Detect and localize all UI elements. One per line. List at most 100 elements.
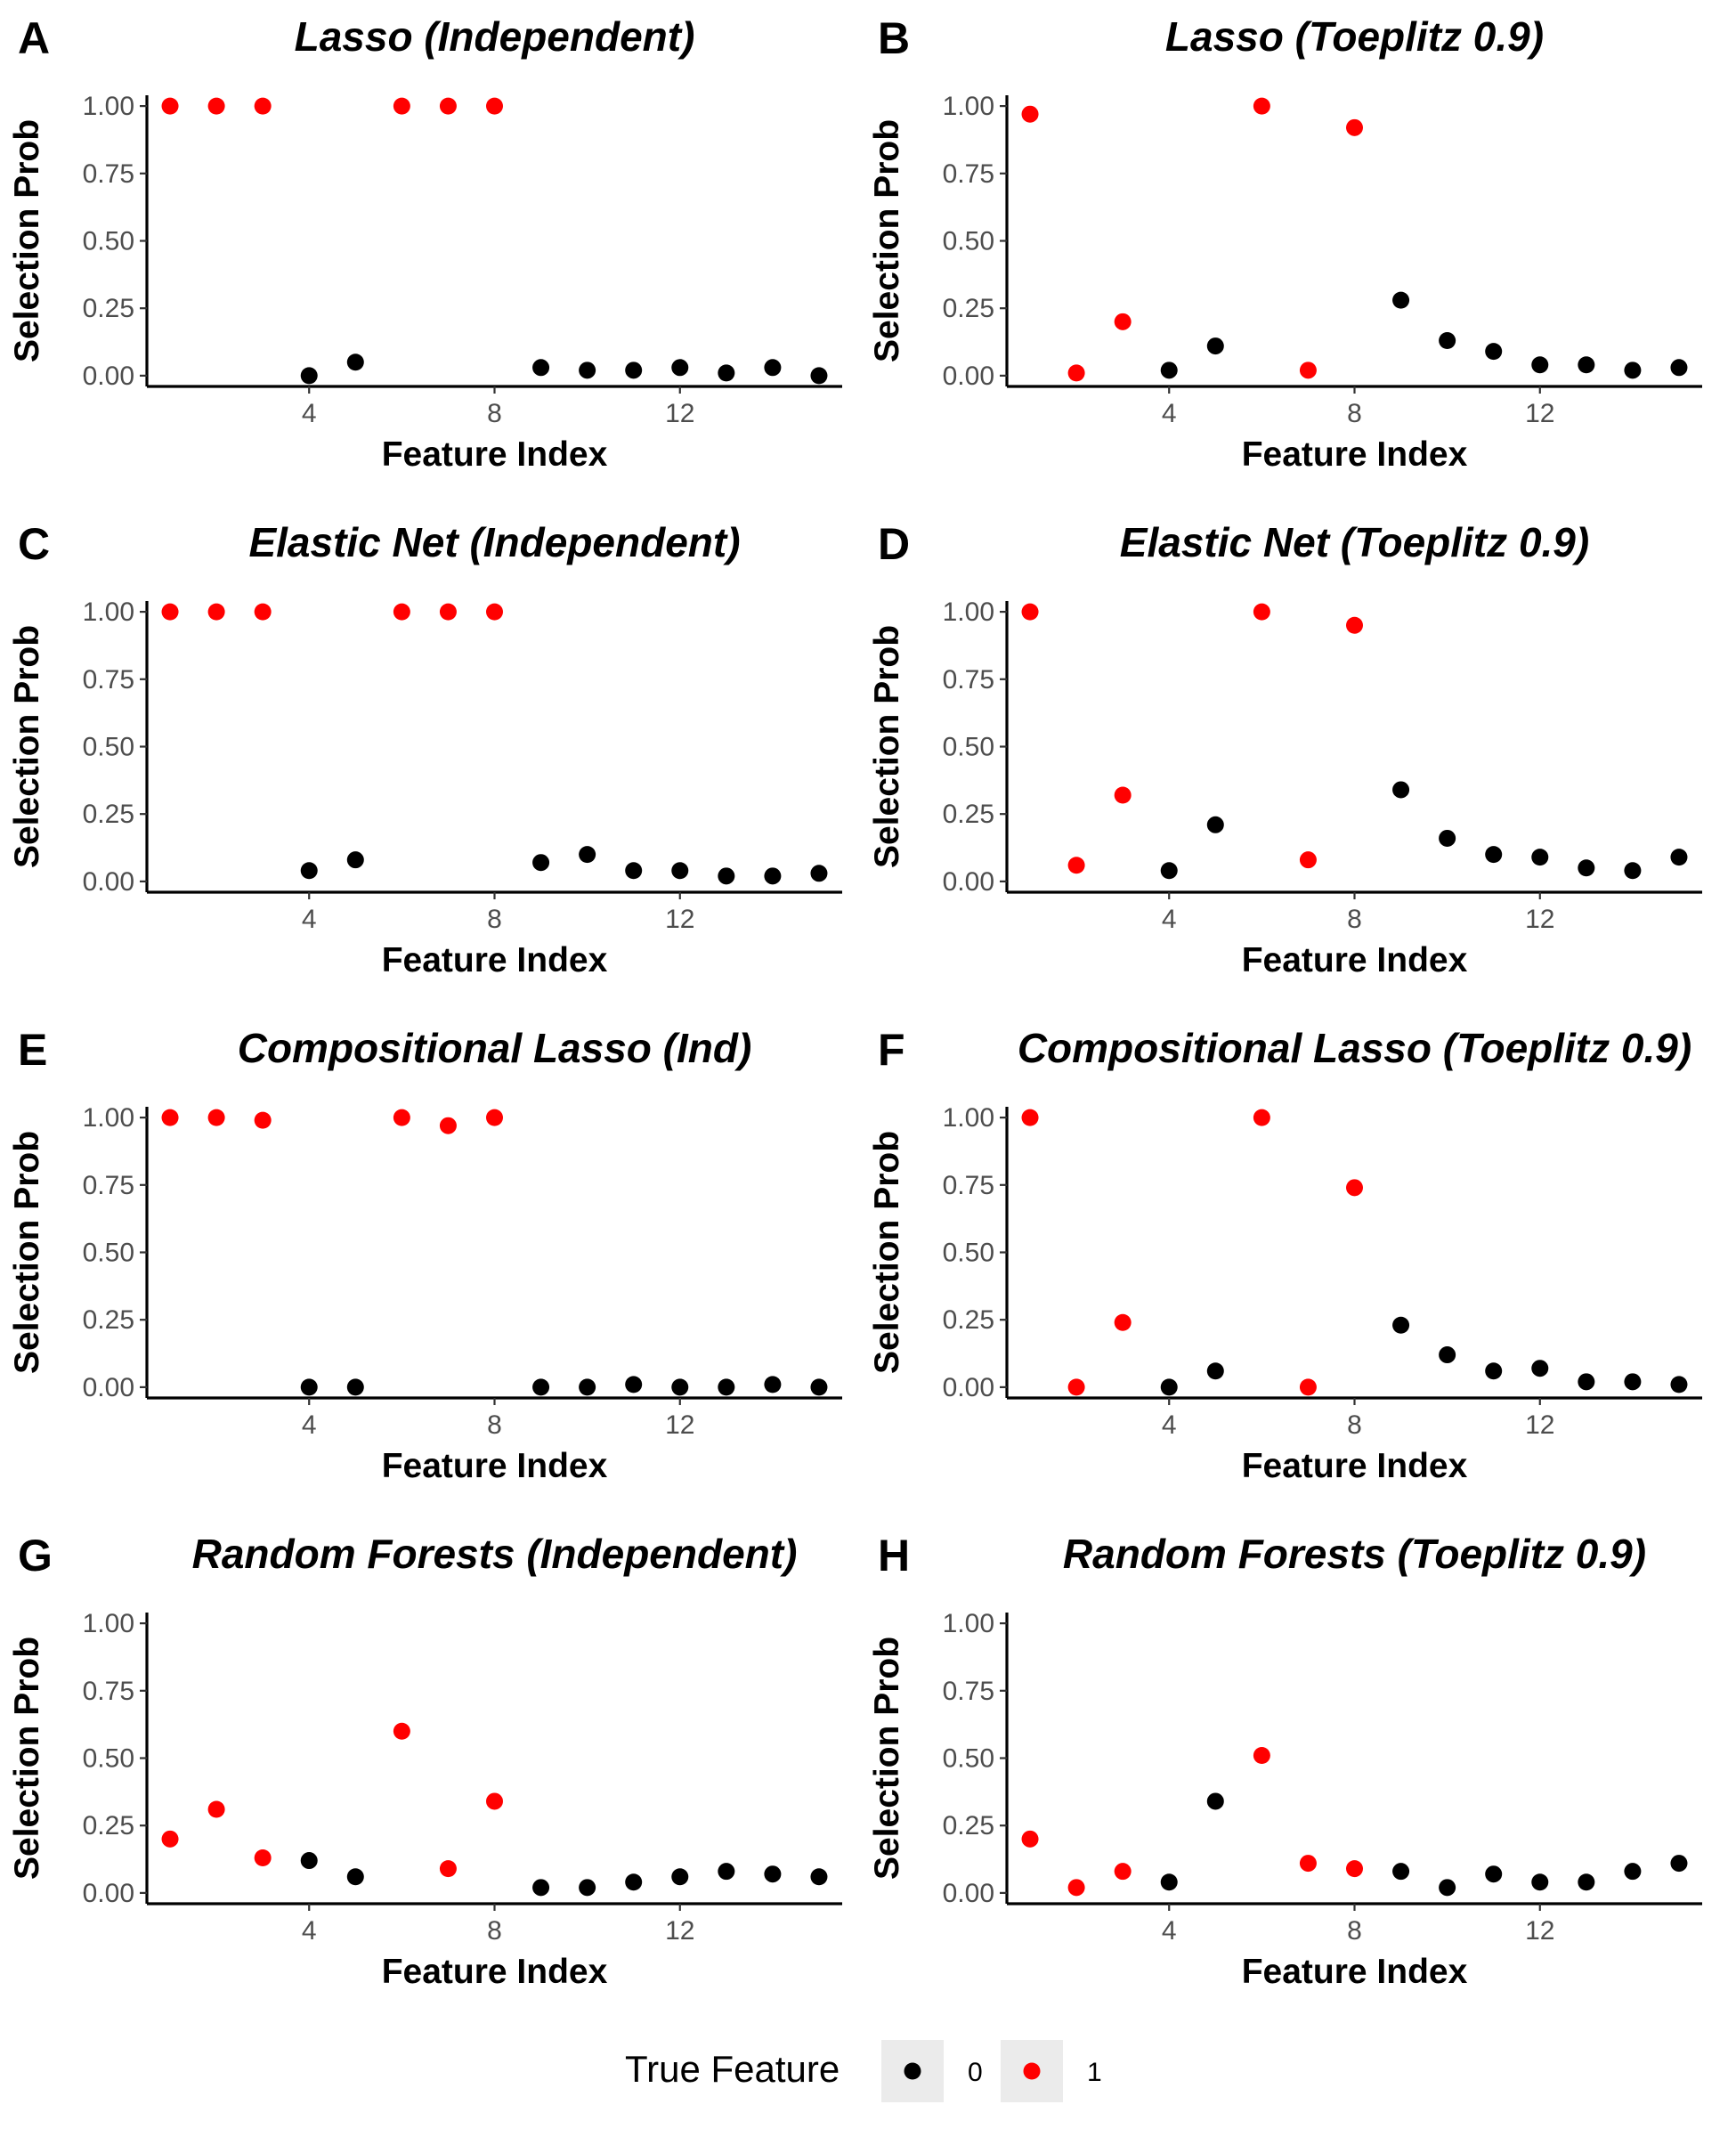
y-tick-label: 0.00 — [943, 362, 994, 391]
y-tick-label: 0.50 — [943, 1744, 994, 1774]
x-axis-title: Feature Index — [382, 435, 608, 474]
y-tick-label: 0.50 — [943, 227, 994, 256]
y-tick-label: 0.25 — [83, 294, 134, 323]
data-point-feature-0 — [300, 367, 318, 385]
x-tick-label: 8 — [487, 1916, 502, 1946]
data-point-feature-1 — [1299, 1378, 1317, 1396]
y-tick-label: 1.00 — [83, 1609, 134, 1638]
x-tick-label: 8 — [487, 905, 502, 934]
data-point-feature-1 — [1299, 851, 1317, 869]
y-tick-label: 0.75 — [943, 665, 994, 695]
data-point-feature-1 — [1346, 1860, 1363, 1878]
data-point-feature-0 — [1160, 1873, 1178, 1891]
y-tick-label: 0.75 — [943, 159, 994, 189]
data-point-feature-0 — [300, 1378, 318, 1396]
data-point-feature-0 — [579, 1378, 596, 1396]
panel-f: F Compositional Lasso (Toeplitz 0.9) 0.00 0… — [868, 1025, 1702, 1485]
data-point-feature-0 — [1485, 1362, 1503, 1380]
y-tick-label: 0.00 — [83, 867, 134, 897]
y-tick-label: 0.75 — [83, 1171, 134, 1200]
y-axis-title: Selection Prob — [868, 119, 906, 362]
data-point-feature-1 — [1021, 1109, 1039, 1126]
data-point-feature-0 — [764, 1376, 782, 1394]
data-point-feature-1 — [207, 1109, 225, 1126]
data-point-feature-0 — [671, 1868, 689, 1886]
data-point-feature-1 — [1021, 105, 1039, 123]
data-point-feature-1 — [1067, 857, 1085, 874]
data-point-feature-1 — [1114, 313, 1132, 330]
panel-g: G Random Forests (Independent) 0.00 0.25 0.5… — [8, 1531, 842, 1991]
legend: True Feature 0 1 — [625, 2040, 1102, 2102]
data-point-feature-1 — [486, 603, 503, 621]
data-point-feature-0 — [532, 359, 550, 377]
data-point-feature-0 — [1485, 846, 1503, 864]
data-point-feature-1 — [1253, 97, 1270, 115]
data-point-feature-1 — [393, 603, 410, 621]
panel-letter: F — [878, 1025, 905, 1075]
data-point-feature-1 — [1299, 1855, 1317, 1873]
x-axis-title: Feature Index — [382, 941, 608, 979]
data-point-feature-0 — [1531, 1360, 1549, 1377]
y-tick-label: 0.75 — [83, 1677, 134, 1706]
panel-h: H Random Forests (Toeplitz 0.9) 0.00 0.25 0.… — [868, 1531, 1702, 1991]
data-point-feature-0 — [1160, 362, 1178, 379]
data-point-feature-0 — [1578, 356, 1595, 374]
y-axis-title: Selection Prob — [8, 1637, 46, 1880]
data-point-feature-0 — [1392, 1863, 1410, 1881]
x-tick-label: 12 — [665, 905, 694, 934]
data-point-feature-0 — [532, 1378, 550, 1396]
data-point-feature-0 — [1624, 1373, 1642, 1391]
legend-label: 1 — [1087, 2058, 1102, 2087]
y-tick-label: 0.25 — [943, 800, 994, 829]
y-tick-label: 0.25 — [83, 1811, 134, 1840]
x-tick-label: 8 — [487, 1410, 502, 1440]
y-tick-label: 0.50 — [943, 1239, 994, 1268]
x-tick-label: 8 — [487, 399, 502, 428]
data-point-feature-0 — [764, 1865, 782, 1883]
y-tick-label: 0.00 — [943, 1373, 994, 1402]
data-point-feature-0 — [1670, 1376, 1688, 1394]
data-point-feature-0 — [1670, 359, 1688, 377]
data-point-feature-0 — [300, 862, 318, 880]
data-point-feature-0 — [1439, 1346, 1456, 1364]
x-tick-label: 12 — [1525, 905, 1554, 934]
data-point-feature-0 — [671, 359, 689, 377]
panel-c: C Elastic Net (Independent) 0.00 0.25 0.50 0.… — [8, 519, 842, 979]
data-point-feature-0 — [1160, 1378, 1178, 1396]
y-tick-label: 1.00 — [943, 1609, 994, 1638]
panel-letter: C — [18, 519, 50, 569]
x-tick-label: 12 — [665, 399, 694, 428]
data-point-feature-1 — [161, 97, 179, 115]
data-point-feature-1 — [1346, 118, 1363, 136]
x-tick-label: 12 — [1525, 1410, 1554, 1440]
panel-b: B Lasso (Toeplitz 0.9) 0.00 0.25 0.50 0.75 1.0… — [868, 13, 1702, 474]
data-point-feature-1 — [1253, 603, 1270, 621]
x-tick-label: 8 — [1347, 1410, 1362, 1440]
data-point-feature-0 — [764, 867, 782, 885]
data-point-feature-0 — [718, 867, 735, 885]
y-tick-label: 1.00 — [943, 1103, 994, 1133]
data-point-feature-0 — [346, 1378, 364, 1396]
data-point-feature-1 — [207, 1800, 225, 1818]
x-tick-label: 12 — [665, 1916, 694, 1946]
y-tick-label: 0.00 — [83, 1879, 134, 1908]
panel-letter: B — [878, 13, 910, 63]
data-point-feature-1 — [207, 603, 225, 621]
data-point-feature-0 — [1392, 291, 1410, 309]
y-axis-title: Selection Prob — [8, 119, 46, 362]
y-tick-label: 1.00 — [83, 1103, 134, 1133]
y-tick-label: 0.25 — [943, 1305, 994, 1335]
data-point-feature-0 — [579, 362, 596, 379]
data-point-feature-1 — [254, 97, 272, 115]
data-point-feature-0 — [625, 1376, 643, 1394]
y-axis-title: Selection Prob — [8, 625, 46, 868]
panel-title: Random Forests (Toeplitz 0.9) — [1063, 1531, 1646, 1577]
panel-e: E Compositional Lasso (Ind) 0.00 0.25 0.50 0.… — [8, 1025, 842, 1485]
y-tick-label: 0.00 — [943, 867, 994, 897]
data-point-feature-1 — [393, 97, 410, 115]
y-tick-label: 0.75 — [943, 1677, 994, 1706]
data-point-feature-0 — [671, 1378, 689, 1396]
y-axis-title: Selection Prob — [868, 625, 906, 868]
panel-a: A Lasso (Independent) 0.00 0.25 0.50 0.75 1.00… — [8, 13, 842, 474]
y-tick-label: 0.00 — [83, 362, 134, 391]
